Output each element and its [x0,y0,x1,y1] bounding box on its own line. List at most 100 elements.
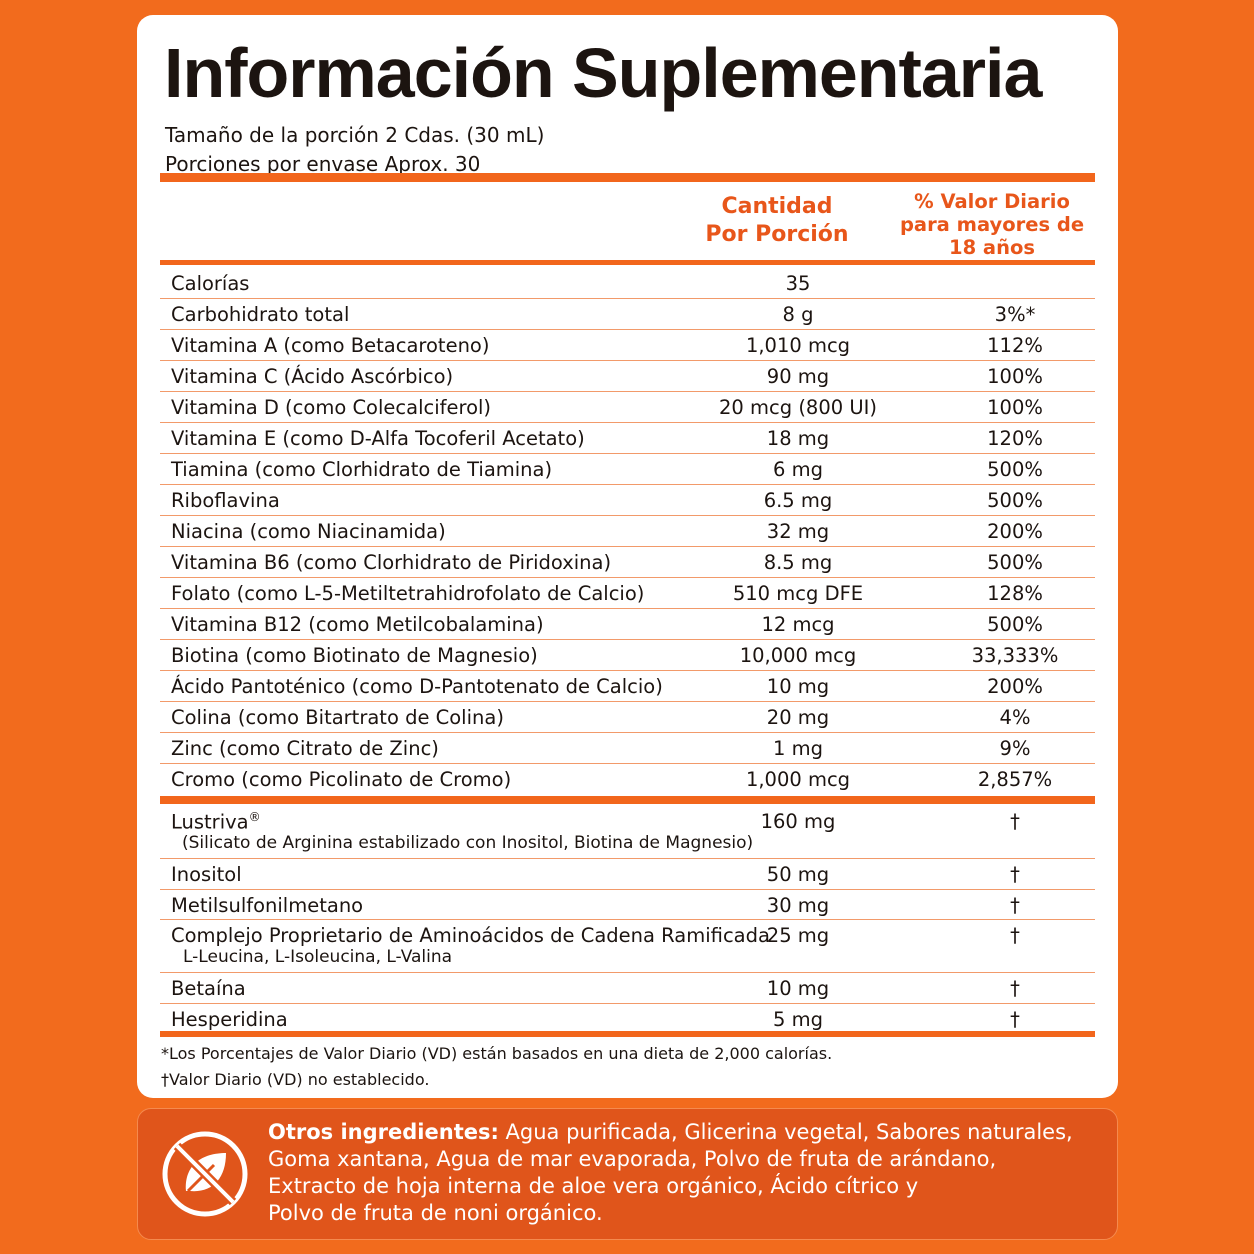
nutrient-name-text: Riboflavina [171,489,280,512]
amount: 6.5 mg [763,489,833,512]
col-amount: Cantidad Por Porción [677,193,877,249]
nutrient-name: Hesperidina [171,1008,288,1031]
table-row: Inositol 50 mg † [160,858,1095,890]
amount: 10,000 mcg [739,644,857,667]
amount: 10 mg [766,977,830,1000]
nutrient-name-text: Cromo (como Picolinato de Cromo) [171,768,512,791]
nutrient-name-text: Ácido Pantoténico (como D-Pantotenato de… [171,675,663,698]
header-bar [160,260,1095,265]
nutrient-name-text: Vitamina B12 (como Metilcobalamina) [171,613,544,636]
table-row: Vitamina A (como Betacaroteno) 1,010 mcg 1… [160,329,1095,361]
daily-value: † [1010,1007,1020,1031]
table-row: Zinc (como Citrato de Zinc) 1 mg 9% [160,732,1095,764]
amount: 1,000 mcg [745,768,851,791]
col-amount-line: Cantidad [721,194,833,219]
amount: 5 mg [773,1007,823,1031]
table-row: Hesperidina 5 mg † [160,1003,1095,1034]
ingredients-line: Polvo de fruta de noni orgánico. [268,1200,603,1227]
daily-value: † [1010,863,1020,886]
nutrient-name: Ácido Pantoténico (como D-Pantotenato de… [171,675,663,698]
daily-value: 112% [987,334,1043,357]
table-row: Vitamina C (Ácido Ascórbico) 90 mg 100% [160,360,1095,392]
nutrient-name-text: Tiamina (como Clorhidrato de Tiamina) [171,458,553,481]
leaf-icon [162,1131,248,1217]
daily-value: 200% [987,520,1043,543]
table-row: Vitamina B12 (como Metilcobalamina) 12 mc… [160,608,1095,640]
table-row: Complejo Proprietario de Aminoácidos de … [160,919,1095,973]
nutrient-name: Biotina (como Biotinato de Magnesio) [171,644,538,667]
table-row: Tiamina (como Clorhidrato de Tiamina) 6 m… [160,453,1095,485]
ingredients-line: Otros ingredientes: Agua purificada, Gli… [268,1119,1073,1146]
col-dv: % Valor Diario para mayores de 18 años [892,190,1092,259]
ingredients-text: Goma xantana, Agua de mar evaporada, Pol… [268,1147,997,1171]
amount: 30 mg [766,893,830,917]
daily-value: † [1010,810,1020,833]
table-row: Folato (como L-5-Metiltetrahidrofolato d… [160,577,1095,609]
nutrient-name-text: Hesperidina [171,1007,288,1031]
daily-value: † [1010,893,1020,917]
table-row: Ácido Pantoténico (como D-Pantotenato de… [160,670,1095,702]
daily-value: 120% [987,427,1043,450]
amount: 25 mg [766,924,830,947]
nutrient-name: Folato (como L-5-Metiltetrahidrofolato d… [171,582,644,605]
amount: 8 g [782,303,814,326]
nutrient-name: Tiamina (como Clorhidrato de Tiamina) [171,458,552,481]
amount: 50 mg [766,863,830,886]
nutrient-name-text: Zinc (como Citrato de Zinc) [171,737,439,760]
thick-bar [160,173,1095,182]
amount: 8.5 mg [763,551,833,574]
nutrient-name-text: Inositol [171,863,242,886]
nutrient-name-text: Metilsulfonilmetano [171,893,364,917]
amount: 6 mg [773,458,823,481]
nutrient-name: Vitamina B12 (como Metilcobalamina) [171,613,544,636]
daily-value: 9% [999,737,1031,760]
nutrient-name: Calorías [171,272,249,295]
ingredients-text: Polvo de fruta de noni orgánico. [268,1201,603,1225]
thick-bar [160,796,1095,804]
amount: 1 mg [773,737,823,760]
daily-value: † [1010,924,1020,947]
table-row: Vitamina D (como Colecalciferol) 20 mcg (… [160,391,1095,423]
daily-value: 3%* [994,303,1036,326]
nutrient-name-text: Vitamina C (Ácido Ascórbico) [171,365,454,388]
nutrient-name: Niacina (como Niacinamida) [171,520,446,543]
table-row: Cromo (como Picolinato de Cromo) 1,000 mc… [160,763,1095,794]
ingredients-text: Agua purificada, Glicerina vegetal, Sabo… [498,1120,1073,1144]
table-row: Colina (como Bitartrato de Colina) 20 mg 4… [160,701,1095,733]
daily-value: 500% [987,489,1043,512]
ingredients-line: Goma xantana, Agua de mar evaporada, Pol… [268,1146,996,1173]
nutrient-name-text: Vitamina B6 (como Clorhidrato de Piridox… [171,551,612,574]
servings: Porciones por envase Aprox. 30 [165,152,481,176]
nutrient-name-text: Folato (como L-5-Metiltetrahidrofolato d… [171,582,645,605]
nutrient-name-text: Betaína [171,977,246,1000]
nutrient-name: Complejo Proprietario de Aminoácidos de … [171,924,770,947]
amount: 510 mcg DFE [732,582,864,605]
nutrient-name: Vitamina B6 (como Clorhidrato de Piridox… [171,551,611,574]
nutrient-name: Metilsulfonilmetano [171,894,363,917]
daily-value: 128% [987,582,1043,605]
amount: 20 mg [766,706,830,729]
nutrient-detail: L-Leucina, L-Isoleucina, L-Valina [183,947,453,967]
nutrient-name: Vitamina A (como Betacaroteno) [171,334,489,357]
amount: 12 mcg [761,613,835,636]
ingredients-text: Extracto de hoja interna de aloe vera or… [268,1174,919,1198]
amount: 32 mg [766,520,830,543]
ingredients-label: Otros ingredientes: [268,1120,499,1144]
table-row: Niacina (como Niacinamida) 32 mg 200% [160,515,1095,547]
footnote: †Valor Diario (VD) no establecido. [161,1070,430,1089]
amount: 18 mg [766,427,830,450]
nutrient-name: Vitamina D (como Colecalciferol) [171,396,491,419]
daily-value: 500% [987,613,1043,636]
nutrient-name: Lustriva® [171,810,261,834]
nutrient-name-text: Vitamina D (como Colecalciferol) [171,396,492,419]
table-row: Betaína 10 mg † [160,972,1095,1004]
col-dv-line: 18 años [949,236,1035,259]
nutrient-name-text: Colina (como Bitartrato de Colina) [171,706,504,729]
nutrient-name-text: Calorías [171,272,250,295]
col-dv-line: para mayores de [899,213,1085,236]
nutrient-name-text: Biotina (como Biotinato de Magnesio) [171,644,538,667]
nutrient-name-text: Complejo Proprietario de Aminoácidos de … [171,924,770,947]
amount: 1,010 mcg [745,334,851,357]
table-row: Lustriva® (Silicato de Arginina estabiliz… [160,805,1095,859]
nutrient-detail: (Silicato de Arginina estabilizado con I… [182,833,754,853]
